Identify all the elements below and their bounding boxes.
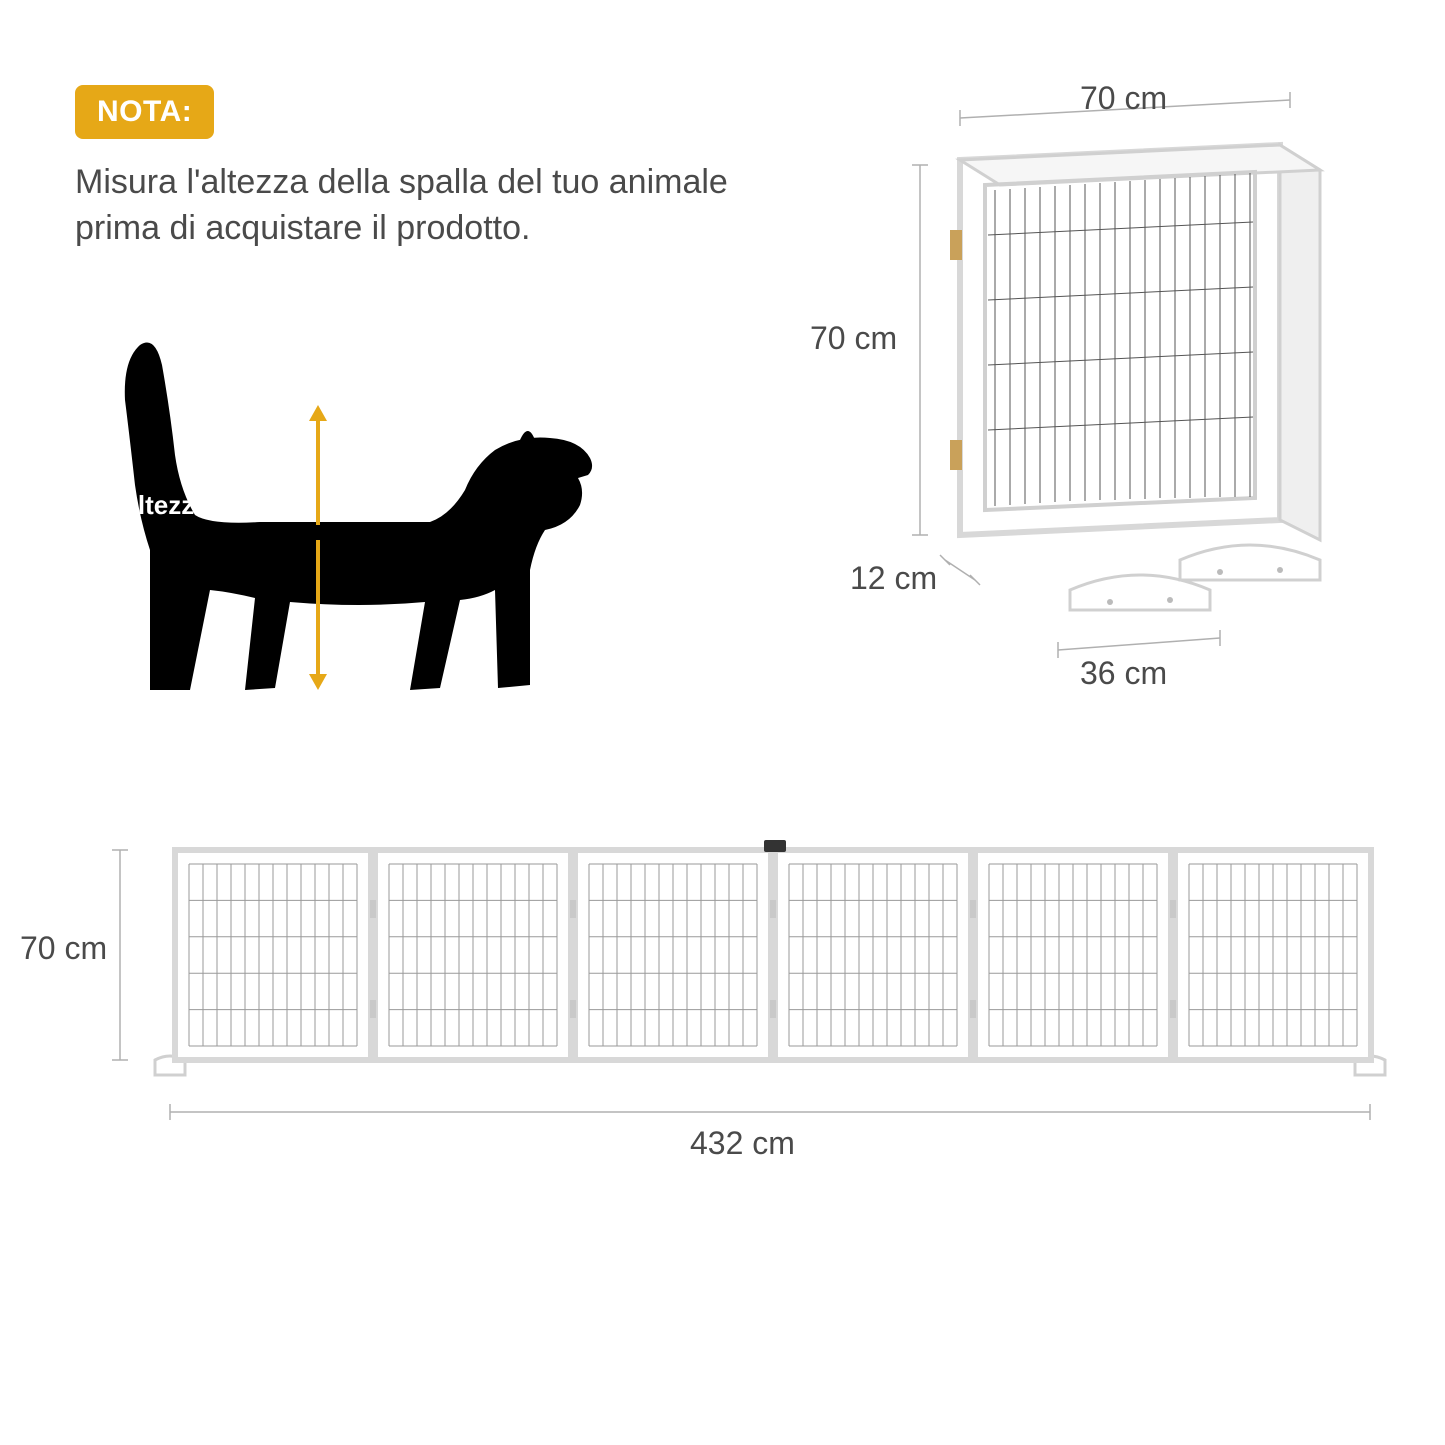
foot-piece-2 (1180, 545, 1320, 580)
folded-foot-label: 36 cm (1080, 655, 1167, 692)
folded-width-label: 70 cm (1080, 80, 1167, 117)
extended-gate-svg (60, 830, 1390, 1160)
extended-height-label: 70 cm (20, 930, 107, 967)
folded-depth-label: 12 cm (850, 560, 937, 597)
nota-badge-text: NOTA: (97, 95, 192, 128)
folded-product-block: 70 cm 70 cm 12 cm 36 cm (810, 90, 1370, 710)
extended-width-label: 432 cm (690, 1125, 795, 1162)
extended-gate-block: 70 cm 432 cm (60, 830, 1390, 1160)
nota-badge: NOTA: (75, 85, 214, 139)
infographic-canvas: NOTA: Misura l'altezza della spalla del … (0, 0, 1445, 1445)
folded-product-svg (810, 90, 1370, 710)
note-text: Misura l'altezza della spalla del tuo an… (75, 163, 728, 247)
folded-panel (950, 145, 1320, 540)
note-paragraph: Misura l'altezza della spalla del tuo an… (75, 160, 795, 252)
extended-panels (175, 850, 1371, 1060)
arrow-up-icon (305, 405, 331, 525)
folded-height-label: 70 cm (810, 320, 897, 357)
arrow-down-icon (305, 540, 331, 690)
